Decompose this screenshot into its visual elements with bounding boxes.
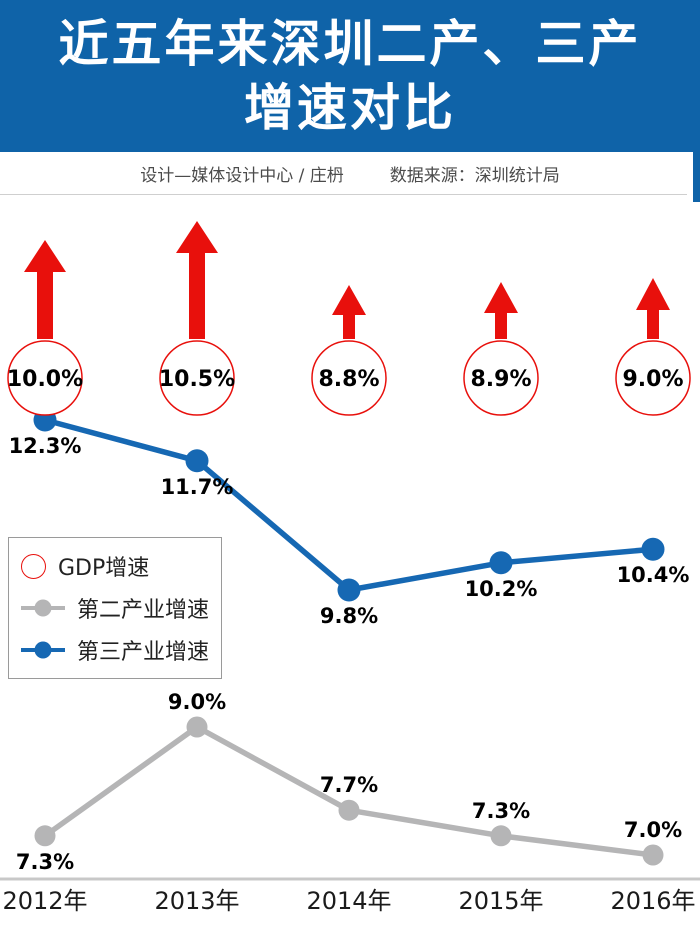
data-point-label: 7.3% [472,799,530,823]
page-header: 近五年来深圳二产、三产 增速对比 [0,0,700,152]
credits-bar: 设计—媒体设计中心 / 庄枬 数据来源：深圳统计局 [0,152,700,194]
gdp-value-circle [159,340,235,416]
gdp-arrow-icon [176,221,218,339]
legend-label-gdp: GDP增速 [58,556,150,581]
tertiary-line-icon [21,640,65,660]
x-axis-label: 2015年 [458,887,543,915]
x-axis-label: 2012年 [2,887,87,915]
design-credit: 设计—媒体设计中心 / 庄枬 [140,165,344,186]
data-point [490,825,512,847]
data-point [338,799,360,821]
legend-item-gdp: GDP增速 [21,550,209,582]
gdp-value-label: 10.5% [159,367,235,392]
x-axis-label: 2013年 [154,887,239,915]
data-source: 数据来源：深圳统计局 [389,165,560,186]
data-point-label: 9.8% [320,604,378,628]
divider-line [0,194,687,195]
data-point [489,551,513,575]
gdp-value-label: 9.0% [622,367,683,392]
gdp-arrow-icon [484,282,518,339]
legend-label-secondary: 第二产业增速 [77,598,210,623]
gdp-circle-icon [21,553,46,579]
legend-label-tertiary: 第三产业增速 [77,640,210,665]
gdp-value-circle [463,340,539,416]
data-point-label: 7.3% [16,850,74,874]
data-point [642,844,664,866]
data-point-label: 10.2% [465,577,538,601]
secondary-line-icon [21,598,65,618]
data-point [185,449,209,473]
gdp-value-label: 8.8% [318,367,379,392]
data-point [641,537,665,561]
gdp-value-label: 10.0% [7,367,83,392]
legend-item-secondary: 第二产业增速 [21,592,209,624]
data-point-label: 7.0% [624,818,682,842]
data-point-label: 12.3% [9,434,82,458]
gdp-arrow-icon [332,285,366,339]
page-title-line1: 近五年来深圳二产、三产 [58,15,642,73]
data-point-label: 10.4% [617,563,690,587]
x-axis-label: 2016年 [610,887,695,915]
edge-accent-bar [693,150,700,202]
gdp-value-circle [7,340,83,416]
data-point [337,578,361,602]
data-point-label: 7.7% [320,773,378,797]
data-point [34,825,56,847]
data-point-label: 11.7% [161,475,234,499]
data-point [186,716,208,738]
gdp-value-label: 8.9% [470,367,531,392]
page-title-line2: 增速对比 [244,79,456,137]
gdp-value-circle [615,340,691,416]
gdp-value-circle [311,340,387,416]
chart-legend: GDP增速 第二产业增速 第三产业增速 [8,537,223,679]
legend-item-tertiary: 第三产业增速 [21,634,209,666]
data-point-label: 9.0% [168,690,226,714]
x-axis-label: 2014年 [306,887,391,915]
gdp-arrow-icon [24,240,66,339]
gdp-arrow-icon [636,278,670,339]
